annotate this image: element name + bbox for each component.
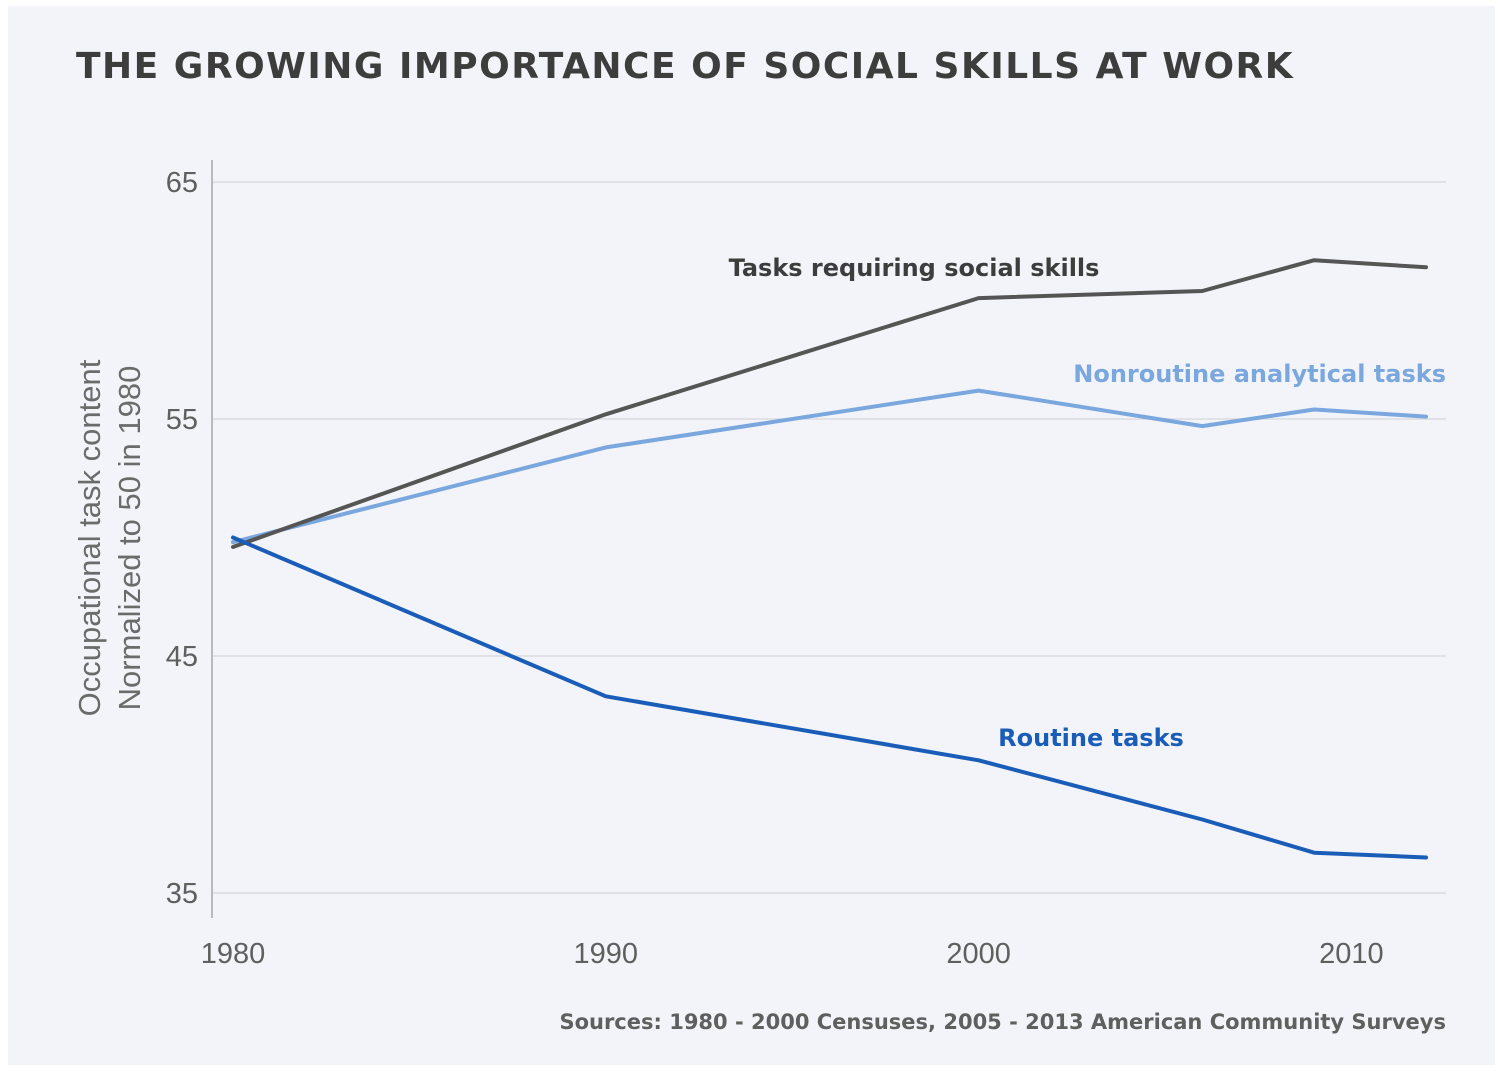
x-tick-label: 1980 <box>201 938 266 970</box>
x-tick-labels: 1980 1990 2000 2010 <box>201 938 1384 970</box>
x-tick-label: 2010 <box>1319 938 1384 970</box>
routine-tasks-line <box>231 535 1428 860</box>
series-labels: Tasks requiring social skills Nonroutine … <box>729 254 1446 752</box>
y-tick-label: 55 <box>166 404 198 436</box>
source-note: Sources: 1980 - 2000 Censuses, 2005 - 20… <box>559 1010 1446 1034</box>
gridlines <box>212 181 1446 894</box>
series-lines <box>231 258 1428 860</box>
y-tick-label: 45 <box>166 641 198 673</box>
nonroutine-analytical-label: Nonroutine analytical tasks <box>1073 360 1446 388</box>
nonroutine-analytical-line <box>231 388 1428 545</box>
social-skills-label: Tasks requiring social skills <box>729 254 1100 282</box>
y-tick-label: 35 <box>166 878 198 910</box>
y-tick-labels: 35 45 55 65 <box>166 167 198 910</box>
social-skills-line <box>231 258 1428 549</box>
y-axis-sublabel: Normalized to 50 in 1980 <box>112 366 147 711</box>
y-tick-label: 65 <box>166 167 198 199</box>
routine-tasks-label: Routine tasks <box>998 724 1184 752</box>
x-tick-label: 1990 <box>574 938 639 970</box>
x-tick-label: 2000 <box>946 938 1011 970</box>
y-axis-label: Occupational task content <box>72 359 107 716</box>
chart-title: THE GROWING IMPORTANCE OF SOCIAL SKILLS … <box>76 46 1295 87</box>
